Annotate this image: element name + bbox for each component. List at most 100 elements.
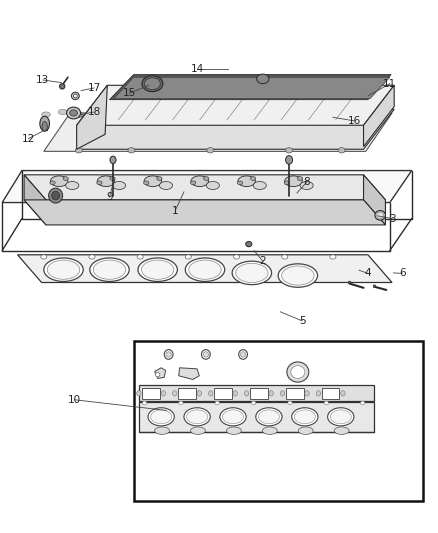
Ellipse shape [377, 212, 384, 219]
Ellipse shape [113, 181, 126, 189]
Ellipse shape [159, 109, 167, 115]
Ellipse shape [175, 112, 184, 117]
Ellipse shape [208, 391, 213, 396]
Ellipse shape [297, 177, 303, 180]
Ellipse shape [185, 255, 191, 259]
Ellipse shape [155, 373, 160, 377]
Ellipse shape [291, 366, 305, 378]
Ellipse shape [71, 92, 79, 100]
Polygon shape [24, 200, 385, 225]
Polygon shape [155, 368, 166, 378]
Text: 17: 17 [88, 83, 101, 93]
Polygon shape [24, 175, 385, 200]
Ellipse shape [326, 109, 335, 115]
Ellipse shape [207, 148, 214, 153]
Polygon shape [77, 85, 107, 149]
Ellipse shape [286, 148, 293, 153]
Ellipse shape [141, 260, 174, 279]
Text: 6: 6 [399, 269, 406, 278]
Ellipse shape [282, 255, 288, 259]
Ellipse shape [292, 109, 301, 115]
Text: 2: 2 [259, 256, 266, 266]
Ellipse shape [298, 427, 313, 434]
Text: 14: 14 [191, 64, 204, 74]
Ellipse shape [73, 94, 77, 98]
Polygon shape [110, 75, 391, 100]
Ellipse shape [251, 401, 256, 405]
Ellipse shape [137, 255, 143, 259]
Ellipse shape [128, 148, 135, 153]
Text: 5: 5 [299, 316, 306, 326]
Text: 3: 3 [389, 214, 396, 223]
Ellipse shape [50, 176, 68, 187]
Ellipse shape [341, 391, 345, 396]
Ellipse shape [191, 181, 196, 184]
Ellipse shape [138, 258, 177, 281]
Ellipse shape [109, 112, 117, 117]
Ellipse shape [185, 258, 225, 281]
Ellipse shape [155, 427, 170, 434]
Ellipse shape [125, 109, 134, 115]
Ellipse shape [284, 181, 290, 184]
Ellipse shape [97, 181, 102, 184]
Ellipse shape [242, 112, 251, 117]
Ellipse shape [144, 181, 149, 184]
Ellipse shape [343, 112, 351, 117]
Ellipse shape [316, 391, 321, 396]
Text: 11: 11 [383, 79, 396, 88]
Polygon shape [18, 255, 392, 282]
Ellipse shape [348, 281, 351, 284]
Bar [322, 388, 339, 399]
Ellipse shape [75, 112, 82, 117]
Ellipse shape [75, 112, 84, 117]
Ellipse shape [226, 109, 234, 115]
Ellipse shape [159, 181, 173, 189]
Ellipse shape [226, 427, 241, 434]
Ellipse shape [276, 112, 284, 117]
Polygon shape [24, 175, 46, 225]
Ellipse shape [232, 261, 272, 285]
Ellipse shape [215, 401, 219, 405]
Ellipse shape [42, 122, 47, 131]
Ellipse shape [201, 350, 210, 359]
Ellipse shape [240, 352, 246, 357]
Ellipse shape [203, 352, 208, 357]
Bar [142, 388, 160, 399]
Ellipse shape [360, 401, 365, 405]
Ellipse shape [280, 391, 285, 396]
Bar [214, 388, 232, 399]
Ellipse shape [42, 112, 50, 117]
Ellipse shape [148, 408, 174, 426]
Ellipse shape [89, 255, 95, 259]
Ellipse shape [191, 427, 205, 434]
Ellipse shape [66, 181, 79, 189]
Ellipse shape [75, 148, 82, 153]
Text: 1: 1 [172, 206, 179, 215]
Ellipse shape [288, 401, 292, 405]
Ellipse shape [151, 410, 172, 424]
Text: 12: 12 [22, 134, 35, 143]
Ellipse shape [184, 408, 210, 426]
Ellipse shape [44, 258, 83, 281]
Ellipse shape [330, 410, 351, 424]
Ellipse shape [309, 112, 318, 117]
Ellipse shape [197, 391, 201, 396]
Ellipse shape [189, 260, 221, 279]
Ellipse shape [237, 181, 243, 184]
Text: 10: 10 [68, 395, 81, 405]
Ellipse shape [278, 264, 318, 287]
Ellipse shape [47, 260, 80, 279]
Polygon shape [364, 85, 394, 147]
Ellipse shape [287, 362, 309, 382]
Ellipse shape [373, 285, 376, 288]
Ellipse shape [256, 408, 282, 426]
Ellipse shape [50, 181, 55, 184]
Ellipse shape [70, 110, 78, 116]
Ellipse shape [97, 176, 115, 187]
Polygon shape [364, 175, 385, 225]
Ellipse shape [157, 177, 162, 180]
Ellipse shape [239, 350, 247, 359]
Ellipse shape [49, 188, 63, 203]
Ellipse shape [164, 350, 173, 359]
Ellipse shape [191, 176, 208, 187]
